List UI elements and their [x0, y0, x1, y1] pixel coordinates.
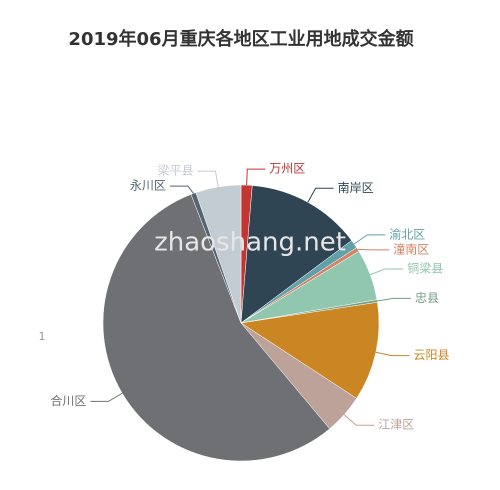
slice-label: 江津区 [378, 418, 414, 432]
leader-line [375, 351, 410, 357]
slice-label: 云阳县 [413, 348, 449, 362]
pie-slice [195, 184, 242, 324]
leader-line [370, 268, 404, 276]
slice-label: 渝北区 [389, 226, 425, 241]
slice-label: 合川区 [50, 393, 86, 408]
leader-line [246, 168, 266, 186]
leader-line [169, 185, 194, 194]
watermark: zhaoshang.net [154, 228, 346, 258]
leader-line [353, 234, 386, 245]
slice-label: 万州区 [269, 162, 305, 176]
slice-label: 忠县 [415, 291, 439, 305]
pie-slice [102, 194, 330, 462]
annotation: 1 [39, 330, 46, 343]
slice-label: 铜梁县 [407, 261, 443, 276]
leader-line [90, 392, 123, 402]
leader-line [307, 187, 334, 203]
slice-label: 梁平县 [157, 163, 193, 178]
leader-line [377, 297, 412, 302]
pie-slice [240, 301, 380, 399]
chart-title: 2019年06月重庆各地区工业用地成交金额 [68, 28, 413, 50]
slice-label: 永川区 [130, 179, 166, 193]
leader-line [343, 414, 375, 426]
slice-label: 潼南区 [393, 241, 429, 256]
slice-label: 南岸区 [338, 180, 374, 195]
leader-line [197, 170, 219, 187]
